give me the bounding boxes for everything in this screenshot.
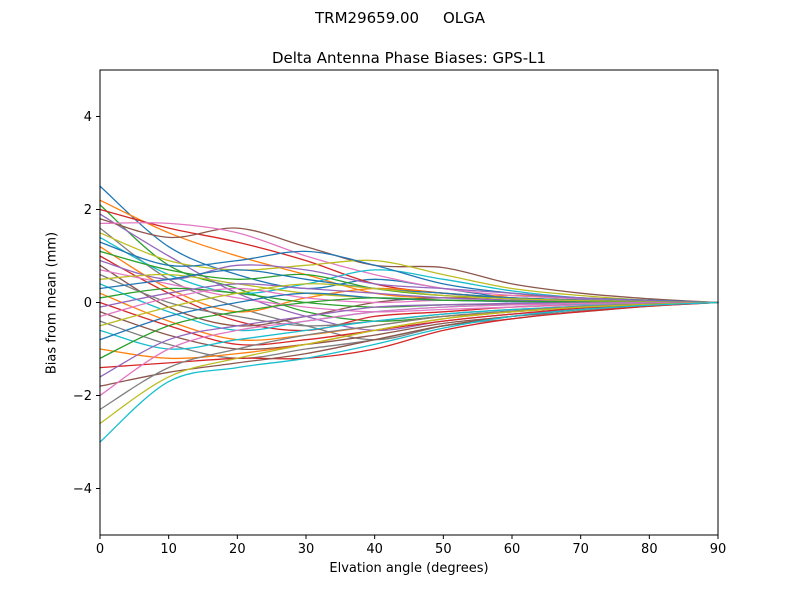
series-line	[99, 301, 719, 425]
x-tick-label: 0	[96, 542, 104, 557]
y-tick-label: 0	[84, 296, 92, 311]
series-line	[99, 185, 719, 304]
y-tick-label: −2	[73, 389, 92, 404]
x-tick-label: 60	[504, 542, 521, 557]
y-tick-label: 2	[84, 203, 92, 218]
y-axis-label: Bias from mean (mm)	[44, 231, 60, 375]
x-tick-label: 20	[229, 542, 246, 557]
series-line	[99, 301, 719, 369]
x-tick-label: 40	[366, 542, 383, 557]
series-line	[99, 232, 719, 304]
x-tick-label: 90	[710, 542, 727, 557]
x-tick-label: 10	[160, 542, 177, 557]
figure-title: TRM29659.00 OLGA	[315, 9, 485, 27]
x-axis-label: Elvation angle (degrees)	[329, 561, 489, 576]
y-tick-label: 4	[84, 110, 92, 125]
series-line	[99, 301, 719, 443]
x-tick-label: 70	[572, 542, 589, 557]
axes-title: Delta Antenna Phase Biases: GPS-L1	[271, 49, 547, 67]
axes-group: 0 10 20 30 40 50 60 70 80 90 −4 −2 0 2 4	[73, 69, 727, 557]
y-tick-label: −4	[73, 482, 92, 497]
series-line	[99, 301, 719, 397]
series-line	[99, 283, 719, 327]
x-tick-label: 80	[641, 542, 658, 557]
x-tick-label: 30	[298, 542, 315, 557]
series-line	[99, 301, 719, 411]
series-lines-group	[99, 185, 719, 443]
x-tick-label: 50	[435, 542, 452, 557]
